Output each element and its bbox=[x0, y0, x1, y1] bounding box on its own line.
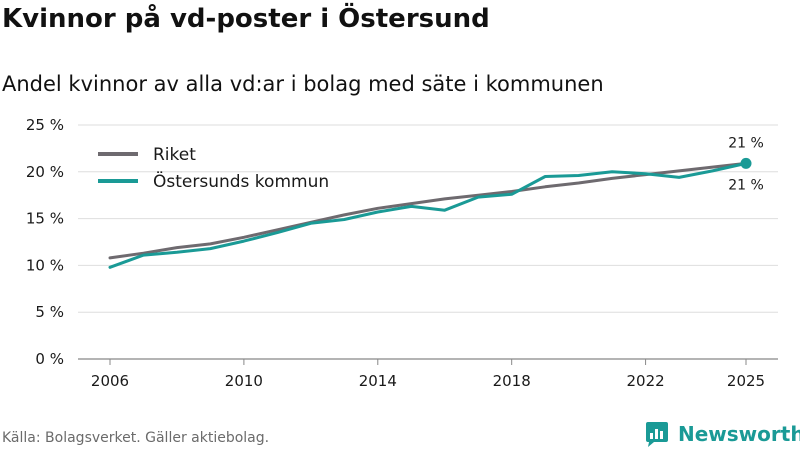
y-axis: 0 % 5 % 10 % 15 % 20 % 25 % bbox=[26, 116, 64, 368]
y-tick-label: 25 % bbox=[26, 116, 64, 134]
brand-name: Newsworthy bbox=[678, 422, 800, 446]
gridlines bbox=[78, 124, 778, 360]
series-line-riket bbox=[108, 161, 748, 260]
end-labels: 21 % 21 % bbox=[728, 135, 764, 193]
legend: Riket Östersunds kommun bbox=[98, 145, 329, 192]
series-line-ostersund bbox=[108, 161, 748, 269]
newsworthy-logo-icon bbox=[646, 422, 668, 447]
y-tick-label: 15 % bbox=[26, 210, 64, 228]
x-tick-label: 2010 bbox=[225, 372, 263, 390]
legend-label-riket: Riket bbox=[153, 145, 196, 165]
series-lines bbox=[108, 157, 752, 269]
y-tick-label: 5 % bbox=[35, 303, 64, 321]
x-tick-label: 2022 bbox=[626, 372, 664, 390]
brand-logo: Newsworthy bbox=[644, 420, 800, 448]
chart-subtitle: Andel kvinnor av alla vd:ar i bolag med … bbox=[2, 72, 604, 96]
chart-title: Kvinnor på vd-poster i Östersund bbox=[2, 4, 490, 34]
x-tick-label: 2006 bbox=[91, 372, 129, 390]
x-tick-label: 2018 bbox=[493, 372, 531, 390]
end-value-label: 21 % bbox=[728, 177, 764, 193]
endpoint-marker-ostersund bbox=[740, 157, 752, 169]
x-axis: 2006 2010 2014 2018 2022 2025 bbox=[91, 359, 765, 390]
y-tick-label: 10 % bbox=[26, 256, 64, 274]
legend-label-ostersund: Östersunds kommun bbox=[153, 170, 329, 192]
x-tick-label: 2014 bbox=[359, 372, 397, 390]
end-value-label: 21 % bbox=[728, 135, 764, 151]
y-tick-label: 20 % bbox=[26, 163, 64, 181]
y-tick-label: 0 % bbox=[35, 350, 64, 368]
x-tick-label: 2025 bbox=[727, 372, 765, 390]
source-note: Källa: Bolagsverket. Gäller aktiebolag. bbox=[2, 430, 270, 446]
